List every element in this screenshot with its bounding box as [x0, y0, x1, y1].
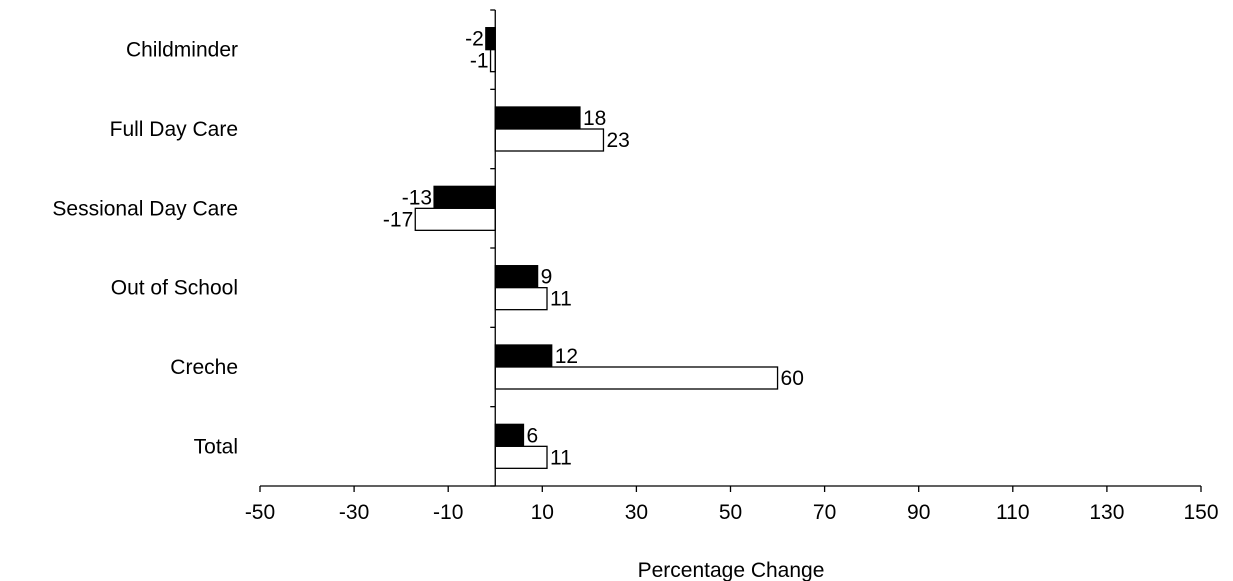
bar-series-1 [494, 106, 581, 130]
x-tick-label: -30 [339, 501, 369, 524]
data-label: 11 [550, 288, 572, 311]
bar-series-2 [494, 128, 605, 152]
category-label: Creche [170, 356, 238, 379]
x-tick-label: 70 [813, 501, 836, 524]
data-label: 12 [555, 345, 578, 368]
data-label: 6 [526, 424, 538, 447]
data-label: 9 [541, 266, 553, 289]
x-axis-title: Percentage Change [638, 559, 825, 581]
bar-series-2 [414, 207, 496, 231]
data-label: 23 [606, 129, 629, 152]
category-label: Total [194, 435, 238, 458]
x-tick-label: -50 [245, 501, 275, 524]
bar-series-1 [494, 423, 525, 447]
bar-series-2 [489, 49, 496, 73]
data-label: -17 [383, 208, 413, 231]
category-label: Sessional Day Care [52, 197, 238, 220]
bar-series-2 [494, 366, 779, 390]
category-labels: Childminder Full Day Care Sessional Day Ca… [52, 39, 238, 459]
data-label: 11 [550, 446, 572, 469]
data-label: 18 [583, 107, 606, 130]
category-label: Childminder [126, 39, 238, 62]
data-label: 60 [781, 367, 804, 390]
x-tick-label: 10 [531, 501, 554, 524]
bar-series-1 [433, 185, 496, 209]
axes: -50 -30 -10 10 30 50 70 90 110 130 150 [245, 9, 1219, 524]
x-tick-label: 150 [1183, 501, 1218, 524]
x-tick-label: 110 [996, 501, 1029, 524]
bar-series-2 [494, 287, 548, 311]
bar-series-1 [494, 344, 553, 368]
x-tick-label: 30 [625, 501, 648, 524]
x-tick-label: 90 [907, 501, 930, 524]
data-label: -1 [470, 50, 489, 73]
bar-series-1 [494, 265, 539, 289]
category-label: Full Day Care [110, 118, 238, 141]
bars-group [414, 27, 779, 469]
bar-series-1 [485, 27, 496, 51]
x-tick-label: -10 [433, 501, 463, 524]
x-tick-label: 50 [719, 501, 742, 524]
category-label: Out of School [111, 277, 238, 300]
data-label: -13 [402, 186, 432, 209]
x-tick-label: 130 [1089, 501, 1124, 524]
data-label: -2 [465, 28, 484, 51]
bar-series-2 [494, 445, 548, 469]
